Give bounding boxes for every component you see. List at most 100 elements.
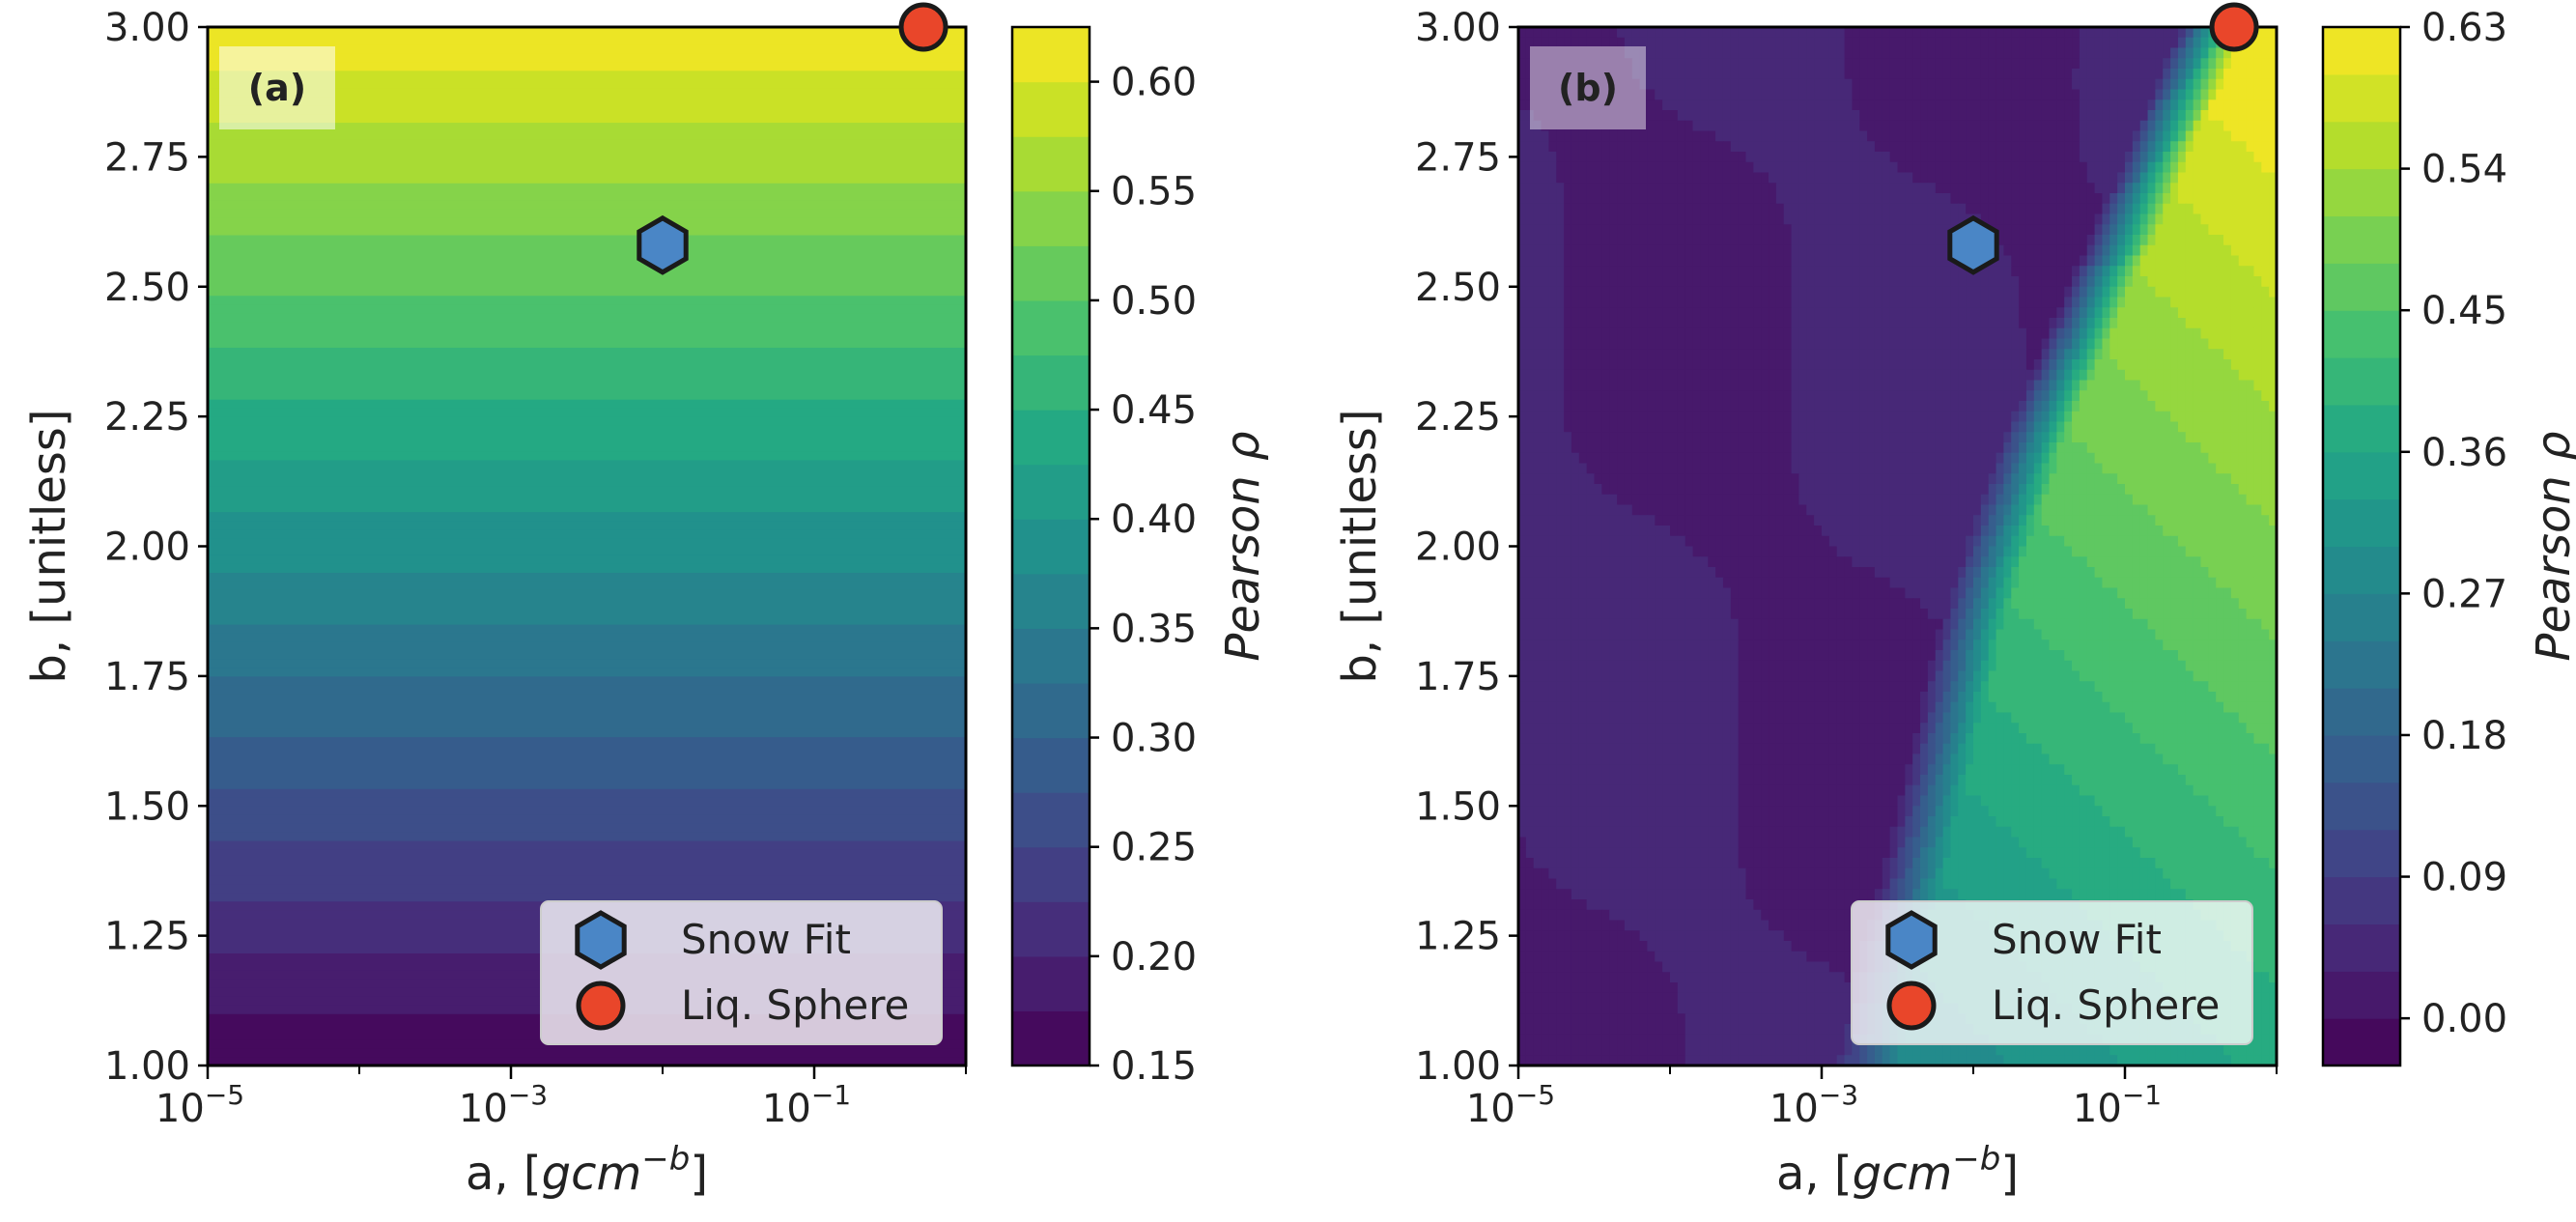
contour-cell (1973, 276, 1981, 287)
contour-cell (1662, 276, 1670, 287)
contour-cell (2201, 412, 2209, 422)
contour-cell (1829, 349, 1837, 359)
contour-cell (2109, 276, 2117, 287)
contour-cell (2102, 173, 2109, 184)
contour-cell (1905, 370, 1912, 381)
contour-cell (1943, 328, 1951, 339)
contour-cell (1928, 152, 1936, 162)
contour-cell (1776, 370, 1784, 381)
contour-cell (2042, 473, 2050, 484)
contour-cell (1806, 484, 1814, 495)
contour-cell (2109, 79, 2117, 90)
contour-cell (2186, 235, 2194, 245)
contour-cell (1882, 214, 1890, 225)
contour-cell (2095, 58, 2103, 69)
contour-cell (1731, 193, 1739, 204)
contour-cell (1678, 173, 1685, 184)
contour-cell (2095, 141, 2103, 152)
contour-cell (2140, 204, 2148, 214)
contour-cell (1739, 162, 1746, 173)
contour-cell (2178, 298, 2186, 308)
contour-band (208, 502, 966, 512)
contour-cell (2117, 193, 2125, 204)
contour-cell (1556, 256, 1564, 267)
contour-cell (2194, 381, 2201, 391)
contour-cell (2125, 328, 2133, 339)
contour-cell (1678, 495, 1685, 505)
contour-cell (1587, 193, 1595, 204)
contour-cell (2140, 121, 2148, 131)
contour-cell (1753, 422, 1761, 433)
contour-cell (2239, 110, 2247, 121)
contour-cell (2003, 235, 2011, 245)
contour-cell (2042, 79, 2050, 90)
contour-cell (2194, 473, 2201, 484)
contour-cell (1700, 464, 1708, 474)
contour-cell (1784, 505, 1792, 516)
contour-cell (1837, 328, 1845, 339)
contour-cell (1867, 390, 1875, 401)
contour-cell (1595, 141, 1602, 152)
contour-cell (2125, 48, 2133, 59)
contour-cell (1875, 204, 1882, 214)
contour-band (208, 658, 966, 668)
contour-cell (1556, 298, 1564, 308)
contour-cell (2186, 90, 2194, 100)
contour-cell (1973, 442, 1981, 453)
contour-cell (1670, 412, 1678, 422)
contour-cell (1609, 432, 1617, 442)
contour-cell (2186, 27, 2194, 38)
contour-cell (1715, 328, 1723, 339)
contour-cell (1920, 370, 1928, 381)
contour-cell (2042, 381, 2050, 391)
contour-cell (1936, 473, 1943, 484)
contour-cell (2208, 432, 2216, 442)
contour-cell (1822, 276, 1829, 287)
contour-cell (2056, 349, 2064, 359)
contour-cell (1806, 183, 1814, 193)
contour-cell (2133, 204, 2140, 214)
contour-cell (1746, 58, 1754, 69)
contour-cell (2133, 287, 2140, 298)
contour-cell (2064, 473, 2072, 484)
contour-cell (2201, 48, 2209, 59)
contour-cell (1685, 266, 1693, 276)
contour-cell (2170, 381, 2178, 391)
contour-cell (1912, 58, 1920, 69)
contour-cell (1769, 131, 1776, 142)
contour-cell (1670, 339, 1678, 350)
contour-cell (2208, 235, 2216, 245)
colorbar-level (1012, 683, 1090, 738)
contour-cell (1859, 505, 1867, 516)
contour-cell (2003, 152, 2011, 162)
contour-cell (2026, 27, 2034, 38)
contour-cell (2239, 245, 2247, 256)
contour-cell (1670, 328, 1678, 339)
contour-cell (2072, 307, 2080, 318)
contour-cell (2247, 141, 2254, 152)
contour-cell (2247, 183, 2254, 193)
contour-cell (1822, 484, 1829, 495)
contour-cell (1571, 432, 1579, 442)
contour-cell (2064, 152, 2072, 162)
contour-cell (1912, 79, 1920, 90)
contour-cell (1981, 495, 1989, 505)
contour-cell (1769, 401, 1776, 412)
contour-cell (1571, 422, 1579, 433)
contour-cell (1700, 473, 1708, 484)
contour-cell (2125, 370, 2133, 381)
contour-cell (1731, 27, 1739, 38)
contour-cell (2178, 224, 2186, 235)
contour-cell (2072, 235, 2080, 245)
contour-cell (1845, 432, 1853, 442)
contour-band (208, 727, 966, 737)
contour-cell (1640, 214, 1648, 225)
contour-cell (1632, 276, 1640, 287)
contour-cell (1912, 390, 1920, 401)
contour-cell (2102, 245, 2109, 256)
contour-cell (1632, 464, 1640, 474)
contour-cell (1905, 359, 1912, 370)
contour-cell (1632, 390, 1640, 401)
contour-cell (2064, 214, 2072, 225)
contour-cell (1943, 204, 1951, 214)
